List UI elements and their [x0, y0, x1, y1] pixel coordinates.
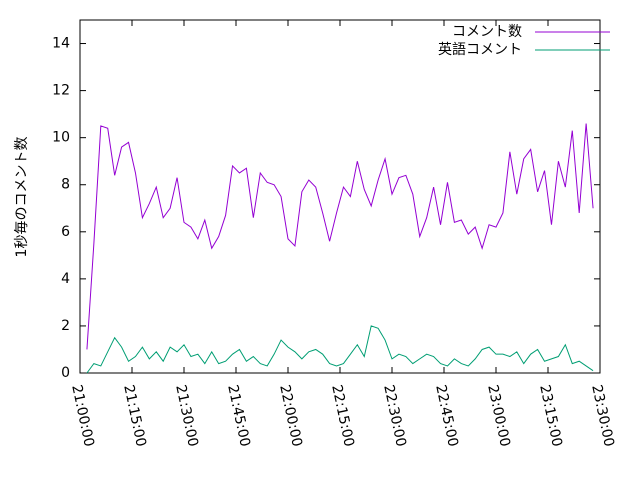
x-tick-label: 22:15:00 [328, 383, 357, 448]
x-tick-label: 21:45:00 [224, 383, 253, 448]
x-tick-label: 22:00:00 [276, 383, 305, 448]
y-tick-label: 8 [61, 177, 70, 193]
legend-label: 英語コメント [438, 41, 522, 58]
x-tick-label: 23:15:00 [536, 383, 565, 448]
x-tick-label: 21:15:00 [120, 383, 149, 448]
y-tick-label: 6 [61, 224, 70, 240]
y-tick-label: 12 [52, 83, 70, 99]
x-tick-label: 23:00:00 [484, 383, 513, 448]
y-tick-label: 0 [61, 365, 70, 381]
x-tick-label: 22:30:00 [380, 383, 409, 448]
x-tick-label: 23:30:00 [588, 383, 617, 448]
y-tick-label: 2 [61, 318, 70, 334]
series-line [86, 325, 594, 374]
y-tick-label: 4 [61, 271, 70, 287]
y-axis-label: 1秒毎のコメント数 [14, 137, 30, 258]
series-line [86, 123, 594, 350]
legend-label: コメント数 [452, 24, 522, 40]
y-tick-label: 10 [52, 130, 70, 146]
y-tick-label: 14 [52, 36, 70, 52]
x-tick-label: 21:30:00 [172, 383, 201, 448]
x-tick-label: 22:45:00 [432, 383, 461, 448]
x-tick-label: 21:00:00 [68, 383, 97, 448]
